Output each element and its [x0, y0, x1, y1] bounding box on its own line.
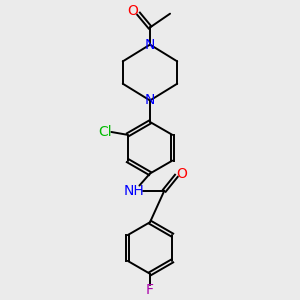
Text: Cl: Cl — [98, 125, 112, 139]
Text: NH: NH — [124, 184, 145, 198]
Text: O: O — [127, 4, 138, 18]
Text: N: N — [145, 38, 155, 52]
Text: F: F — [146, 284, 154, 297]
Text: O: O — [176, 167, 187, 181]
Text: N: N — [145, 94, 155, 107]
